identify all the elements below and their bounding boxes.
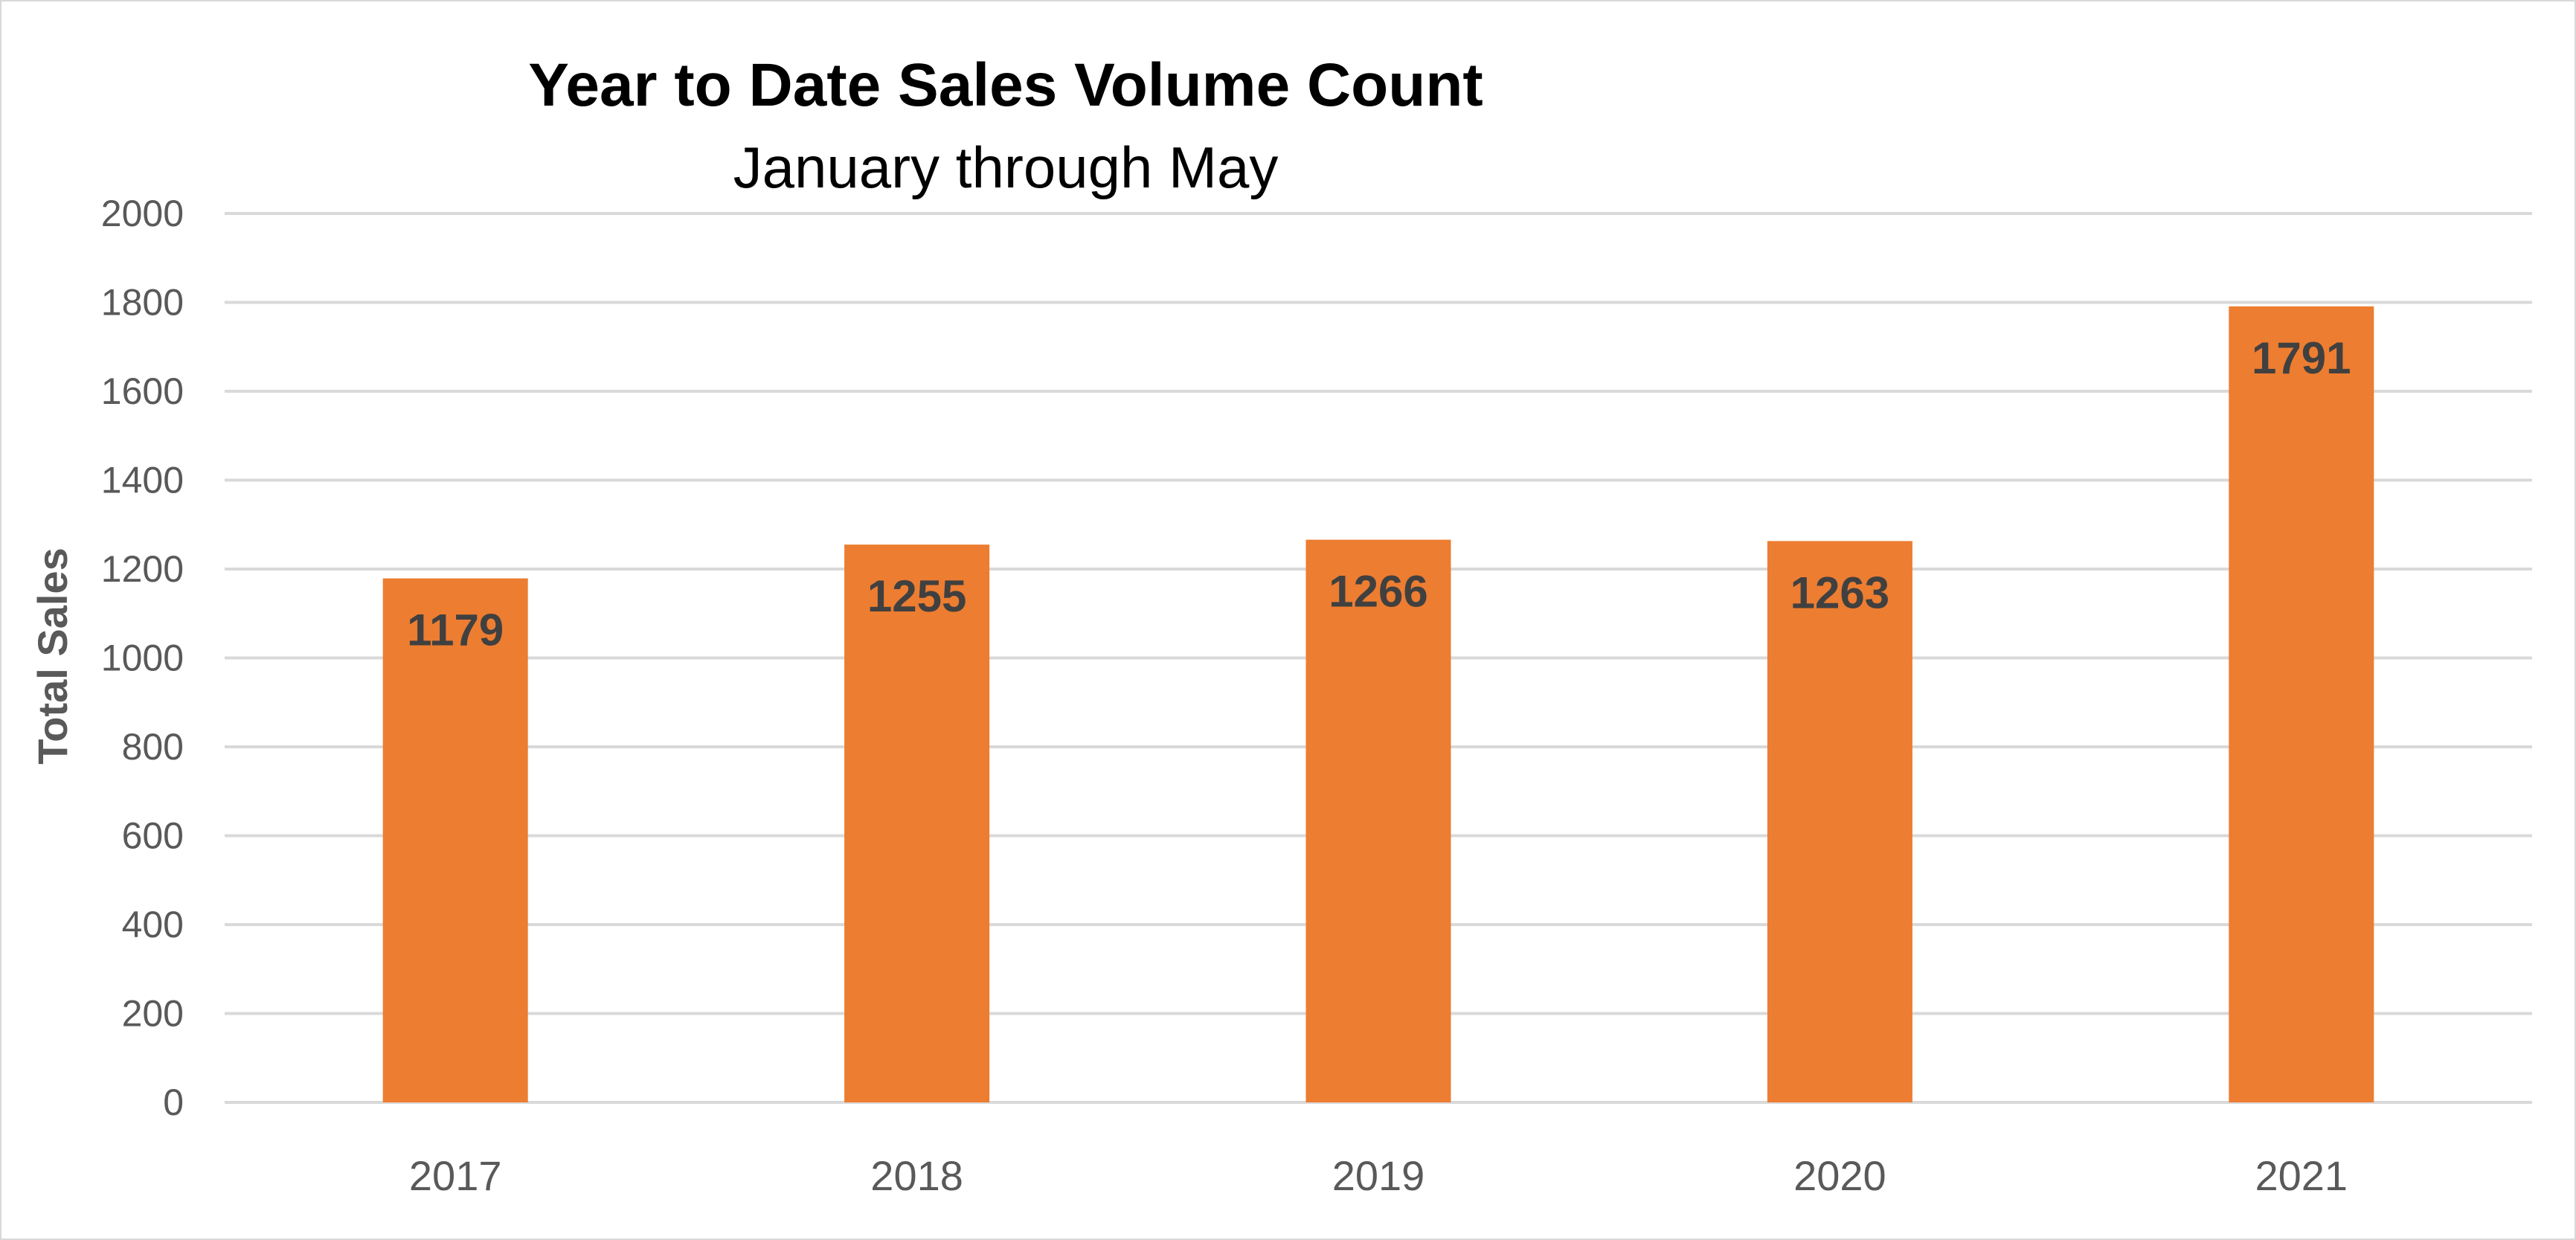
chart-subtitle: January through May: [733, 135, 1279, 200]
chart-frame: Year to Date Sales Volume Count January …: [0, 0, 2576, 1240]
y-tick-label: 2000: [101, 193, 184, 234]
y-tick-label: 1600: [101, 370, 184, 412]
y-axis-ticks: 0 200 400 600 800 1000 1200 1400 1600 1800 2000: [101, 193, 184, 1123]
y-tick-label: 200: [122, 993, 184, 1035]
bar-2019: [1306, 540, 1451, 1102]
y-tick-label: 800: [122, 726, 184, 768]
x-axis-ticks: 2017 2018 2019 2020 2021: [409, 1152, 2348, 1199]
data-label-2019: 1266: [1329, 567, 1427, 617]
y-tick-label: 1200: [101, 548, 184, 590]
data-label-2018: 1255: [867, 571, 966, 621]
y-tick-label: 1400: [101, 460, 184, 501]
chart-title: Year to Date Sales Volume Count: [528, 51, 1483, 119]
bar-2018: [844, 544, 989, 1102]
x-tick-label-2019: 2019: [1332, 1152, 1425, 1199]
y-tick-label: 600: [122, 815, 184, 857]
y-tick-label: 1800: [101, 282, 184, 324]
x-tick-label-2018: 2018: [870, 1152, 963, 1199]
y-tick-label: 0: [163, 1082, 184, 1123]
x-tick-label-2021: 2021: [2255, 1152, 2348, 1199]
data-labels: 1179 1255 1266 1263 1791: [407, 333, 2351, 655]
x-tick-label-2017: 2017: [409, 1152, 502, 1199]
y-tick-label: 400: [122, 904, 184, 945]
bars: [383, 306, 2374, 1102]
bar-chart: Year to Date Sales Volume Count January …: [1, 1, 2575, 1239]
y-axis-title: Total Sales: [29, 547, 76, 765]
data-label-2020: 1263: [1790, 568, 1889, 617]
x-tick-label-2020: 2020: [1793, 1152, 1886, 1199]
bar-2017: [383, 579, 528, 1102]
bar-2020: [1767, 541, 1912, 1102]
bar-2021: [2229, 306, 2374, 1102]
data-label-2021: 1791: [2252, 333, 2351, 383]
y-tick-label: 1000: [101, 637, 184, 679]
data-label-2017: 1179: [407, 605, 504, 655]
